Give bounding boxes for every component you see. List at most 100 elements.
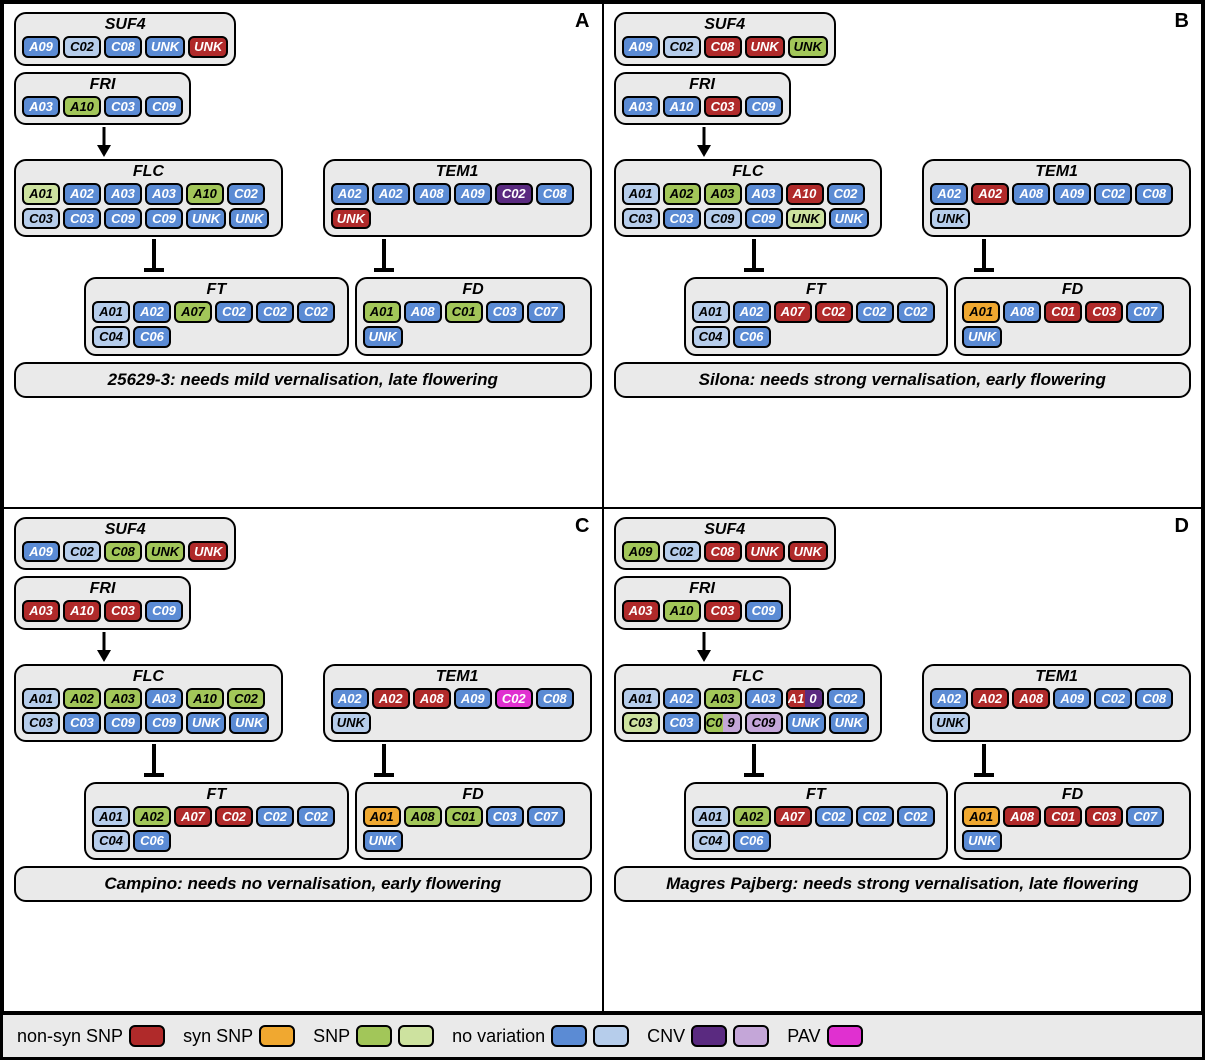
inhibit-row (614, 237, 1192, 275)
chip: C02 (256, 806, 294, 828)
gene-box-tem1: TEM1A02A02A08A09C02C08UNK (922, 159, 1191, 237)
chip: A03 (145, 688, 183, 710)
bottom-row: FTA01A02A07C02C02C02C04C06FDA01A08C01C03… (84, 277, 592, 355)
gene-box-ft: FTA01A02A07C02C02C02C04C06 (84, 277, 349, 355)
panel-letter: C (575, 515, 589, 538)
chip: A09 (454, 688, 492, 710)
chip: A02 (971, 183, 1009, 205)
chip: A03 (22, 96, 60, 118)
mid-row: FLCA01A02A03A03A10C02C03C03C09C09UNKUNKT… (14, 159, 592, 237)
chip-row: A09C02C08UNKUNK (622, 541, 828, 563)
inhibit-icon (742, 239, 766, 273)
chip: C08 (536, 688, 574, 710)
chip: UNK (829, 712, 869, 734)
chip-row: A01A02A07C02C02C02C04C06 (692, 806, 941, 852)
chip: C09 (745, 208, 783, 230)
chip: A01 (622, 183, 660, 205)
chip: C03 (1085, 301, 1123, 323)
gene-title: FT (692, 786, 941, 804)
chip: A01 (692, 301, 730, 323)
chip: C08 (704, 541, 742, 563)
chip: A09 (22, 36, 60, 58)
chip: C03 (704, 96, 742, 118)
chip: C02 (856, 806, 894, 828)
gene-title: FD (363, 281, 584, 299)
inhibit-icon (142, 744, 166, 778)
chip: C03 (63, 712, 101, 734)
chip: A01 (22, 183, 60, 205)
chip: UNK (786, 712, 826, 734)
chip: C03 (63, 208, 101, 230)
chip: UNK (363, 326, 403, 348)
chip: A10 (63, 96, 101, 118)
chip: A07 (174, 301, 212, 323)
chip: A10 (186, 183, 224, 205)
legend-swatch (593, 1025, 629, 1047)
inhibit-icon (372, 744, 396, 778)
gene-box-flc: FLCA01A02A03A03A10C02C03C03C09C09UNKUNK (614, 664, 883, 742)
chip: A09 (1053, 183, 1091, 205)
chip: A09 (22, 541, 60, 563)
chip: UNK (229, 712, 269, 734)
mid-row: FLCA01A02A03A03A10C02C03C03C09C09UNKUNKT… (614, 664, 1192, 742)
chip-row: A03A10C03C09 (622, 600, 783, 622)
chip: C07 (1126, 301, 1164, 323)
chip-row: A01A02A03A03A10C02C03C03C09C09UNKUNK (22, 688, 275, 734)
chip: C06 (133, 326, 171, 348)
gene-box-fd: FDA01A08C01C03C07UNK (355, 782, 592, 860)
chip: C09 (704, 712, 742, 734)
legend-item: syn SNP (183, 1025, 295, 1047)
gene-title: FRI (622, 76, 783, 94)
gene-box-fri: FRIA03A10C03C09 (14, 72, 191, 126)
chip: A01 (22, 688, 60, 710)
chip: A03 (745, 688, 783, 710)
chip: A08 (413, 688, 451, 710)
chip: UNK (145, 541, 185, 563)
chip: C02 (827, 688, 865, 710)
chip: A03 (622, 600, 660, 622)
legend-label: no variation (452, 1026, 545, 1047)
chip-row: A09C02C08UNKUNK (622, 36, 828, 58)
chip: A08 (404, 301, 442, 323)
chip: C02 (897, 301, 935, 323)
inhibit-icon (972, 239, 996, 273)
gene-box-suf4: SUF4A09C02C08UNKUNK (14, 517, 236, 571)
chip: A02 (930, 183, 968, 205)
chip: A09 (454, 183, 492, 205)
chip: A08 (404, 806, 442, 828)
chip: A02 (733, 806, 771, 828)
arrow-icon (92, 632, 116, 662)
chip: A02 (930, 688, 968, 710)
gene-box-flc: FLCA01A02A03A03A10C02C03C03C09C09UNKUNK (614, 159, 883, 237)
chip: C02 (815, 301, 853, 323)
chip: UNK (786, 208, 826, 230)
legend-swatch (551, 1025, 587, 1047)
gene-box-fri: FRIA03A10C03C09 (14, 576, 191, 630)
chip: A03 (22, 600, 60, 622)
chip: A01 (363, 301, 401, 323)
legend-swatch (259, 1025, 295, 1047)
legend-item: CNV (647, 1025, 769, 1047)
chip: UNK (788, 36, 828, 58)
chip: C04 (692, 830, 730, 852)
gene-title: FT (92, 281, 341, 299)
chip-row: A09C02C08UNKUNK (22, 36, 228, 58)
chip: C01 (1044, 806, 1082, 828)
chip: A10 (786, 183, 824, 205)
panel-caption: 25629-3: needs mild vernalisation, late … (14, 362, 592, 398)
chip: A08 (1003, 806, 1041, 828)
gene-title: TEM1 (930, 163, 1183, 181)
chip: C02 (663, 36, 701, 58)
chip: A01 (92, 806, 130, 828)
chip: C04 (92, 830, 130, 852)
chip: C09 (104, 712, 142, 734)
chip: C03 (704, 600, 742, 622)
bottom-row: FTA01A02A07C02C02C02C04C06FDA01A08C01C03… (84, 782, 592, 860)
gene-title: FD (363, 786, 584, 804)
chip: A02 (331, 183, 369, 205)
legend-item: PAV (787, 1025, 862, 1047)
chip: C08 (704, 36, 742, 58)
chip: C04 (92, 326, 130, 348)
gene-title: TEM1 (331, 668, 584, 686)
chip: C02 (256, 301, 294, 323)
